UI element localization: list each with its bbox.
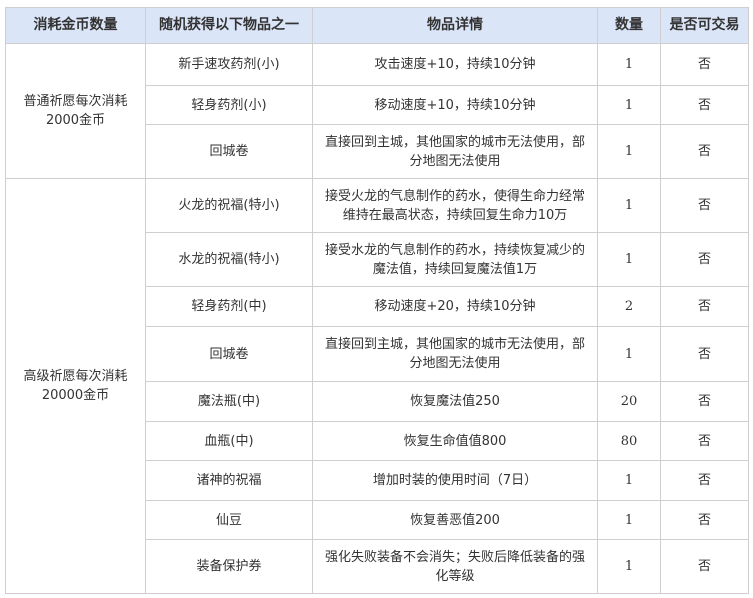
table-header-row: 消耗金币数量 随机获得以下物品之一 物品详情 数量 是否可交易 bbox=[5, 7, 749, 44]
quantity-cell: 1 bbox=[597, 539, 661, 594]
quantity-cell: 1 bbox=[597, 124, 661, 179]
item-detail-cell: 恢复生命值值800 bbox=[312, 421, 598, 461]
tradable-cell: 否 bbox=[660, 124, 749, 179]
item-name-cell: 诸神的祝福 bbox=[145, 460, 313, 501]
item-name-cell: 轻身药剂(中) bbox=[145, 286, 313, 327]
item-detail-cell: 移动速度+20，持续10分钟 bbox=[312, 286, 598, 327]
table-row: 普通祈愿每次消耗2000金币 新手速攻药剂(小) 攻击速度+10，持续10分钟 1 否 bbox=[5, 43, 749, 179]
tradable-cell: 否 bbox=[660, 381, 749, 422]
quantity-cell: 1 bbox=[597, 178, 661, 233]
table-row: 水龙的祝福(特小) 接受水龙的气息制作的药水，持续恢复减少的魔法值，持续回复魔法值… bbox=[6, 232, 749, 287]
item-detail-cell: 直接回到主城，其他国家的城市无法使用，部分地图无法使用 bbox=[312, 326, 598, 382]
table-row: 高级祈愿每次消耗20000金币 火龙的祝福(特小) 接受火龙的气息制作的药水，使得生… bbox=[5, 178, 749, 594]
item-detail-cell: 增加时装的使用时间（7日） bbox=[312, 460, 598, 501]
column-header: 是否可交易 bbox=[660, 7, 749, 44]
item-detail-cell: 恢复善恶值200 bbox=[312, 500, 598, 540]
quantity-cell: 1 bbox=[597, 43, 661, 86]
tradable-cell: 否 bbox=[660, 43, 749, 86]
tradable-cell: 否 bbox=[660, 178, 749, 233]
column-header: 物品详情 bbox=[312, 7, 598, 44]
quantity-cell: 1 bbox=[597, 85, 661, 125]
item-name-cell: 仙豆 bbox=[145, 500, 313, 540]
table-row: 回城卷 直接回到主城，其他国家的城市无法使用，部分地图无法使用 1 否 bbox=[6, 124, 749, 179]
quantity-cell: 1 bbox=[597, 232, 661, 287]
item-name-cell: 血瓶(中) bbox=[145, 421, 313, 461]
tradable-cell: 否 bbox=[660, 286, 749, 327]
column-header: 消耗金币数量 bbox=[5, 7, 146, 44]
item-name-cell: 魔法瓶(中) bbox=[145, 381, 313, 422]
tradable-cell: 否 bbox=[660, 500, 749, 540]
table-row: 轻身药剂(中) 移动速度+20，持续10分钟 2 否 bbox=[6, 286, 749, 327]
item-name-cell: 水龙的祝福(特小) bbox=[145, 232, 313, 287]
item-name-cell: 回城卷 bbox=[145, 124, 313, 179]
tradable-cell: 否 bbox=[660, 539, 749, 594]
quantity-cell: 1 bbox=[597, 326, 661, 382]
item-name-cell: 轻身药剂(小) bbox=[145, 85, 313, 125]
quantity-cell: 2 bbox=[597, 286, 661, 327]
table-row: 装备保护券 强化失败装备不会消失；失败后降低装备的强化等级 1 否 bbox=[6, 539, 749, 594]
item-name-cell: 回城卷 bbox=[145, 326, 313, 382]
cost-cell: 普通祈愿每次消耗2000金币 bbox=[5, 43, 146, 179]
item-detail-cell: 移动速度+10，持续10分钟 bbox=[312, 85, 598, 125]
quantity-cell: 20 bbox=[597, 381, 661, 422]
quantity-cell: 1 bbox=[597, 460, 661, 501]
tradable-cell: 否 bbox=[660, 232, 749, 287]
item-name-cell: 装备保护券 bbox=[145, 539, 313, 594]
table-row: 血瓶(中) 恢复生命值值800 80 否 bbox=[6, 421, 749, 461]
item-detail-cell: 恢复魔法值250 bbox=[312, 381, 598, 422]
item-detail-cell: 强化失败装备不会消失；失败后降低装备的强化等级 bbox=[312, 539, 598, 594]
item-detail-cell: 直接回到主城，其他国家的城市无法使用，部分地图无法使用 bbox=[312, 124, 598, 179]
item-detail-cell: 接受水龙的气息制作的药水，持续恢复减少的魔法值，持续回复魔法值1万 bbox=[312, 232, 598, 287]
quantity-cell: 80 bbox=[597, 421, 661, 461]
table-row: 诸神的祝福 增加时装的使用时间（7日） 1 否 bbox=[6, 460, 749, 501]
item-name-cell: 新手速攻药剂(小) bbox=[145, 43, 313, 86]
tradable-cell: 否 bbox=[660, 326, 749, 382]
item-detail-cell: 接受火龙的气息制作的药水，使得生命力经常维持在最高状态，持续回复生命力10万 bbox=[312, 178, 598, 233]
column-header: 随机获得以下物品之一 bbox=[145, 7, 313, 44]
cost-cell: 高级祈愿每次消耗20000金币 bbox=[5, 178, 146, 594]
prayer-rewards-table: 消耗金币数量 随机获得以下物品之一 物品详情 数量 是否可交易 普通祈愿每次消耗2000… bbox=[5, 7, 749, 594]
column-header: 数量 bbox=[597, 7, 661, 44]
tradable-cell: 否 bbox=[660, 460, 749, 501]
tradable-cell: 否 bbox=[660, 421, 749, 461]
quantity-cell: 1 bbox=[597, 500, 661, 540]
item-detail-cell: 攻击速度+10，持续10分钟 bbox=[312, 43, 598, 86]
tradable-cell: 否 bbox=[660, 85, 749, 125]
item-name-cell: 火龙的祝福(特小) bbox=[145, 178, 313, 233]
table-row: 轻身药剂(小) 移动速度+10，持续10分钟 1 否 bbox=[6, 85, 749, 125]
